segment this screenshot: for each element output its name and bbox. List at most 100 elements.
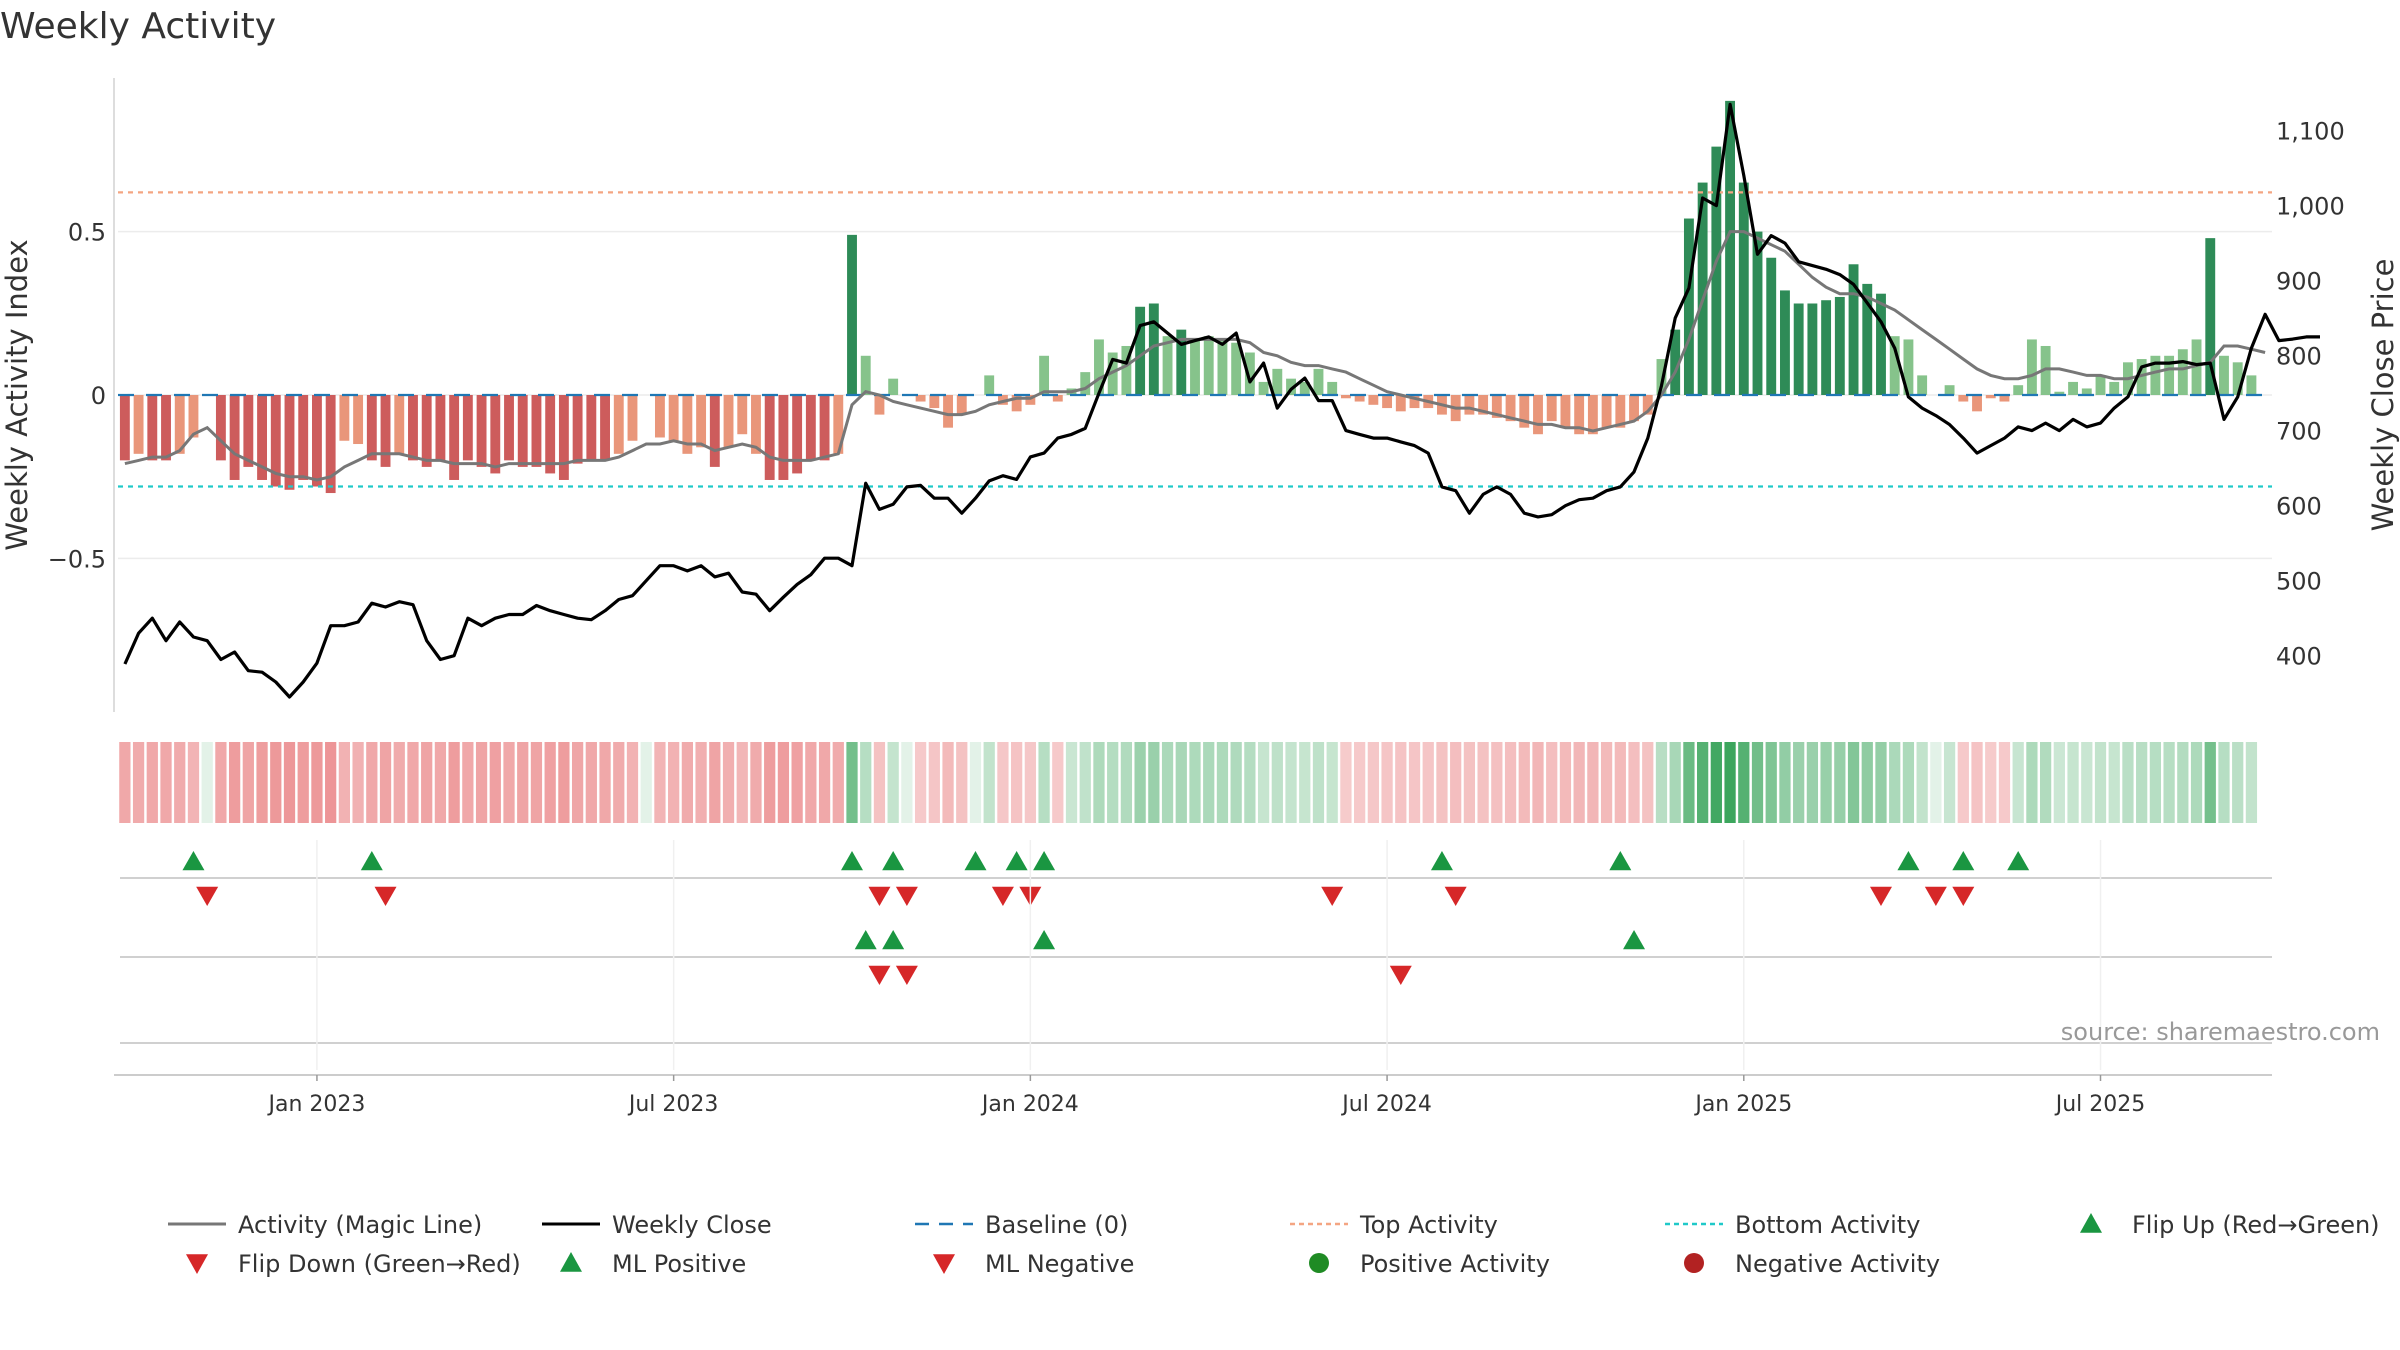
legend-label: Activity (Magic Line)	[238, 1211, 482, 1239]
strip-cell	[1998, 742, 2011, 823]
x-tick-label: Jul 2025	[2054, 1092, 2146, 1117]
legend-item: Flip Down (Green→Red)	[186, 1250, 521, 1278]
activity-bar	[558, 395, 569, 480]
activity-bar	[147, 395, 158, 461]
strip-cell	[873, 742, 886, 823]
strip-cell	[1367, 742, 1379, 823]
activity-bar	[1780, 290, 1790, 395]
activity-bar	[2054, 391, 2065, 395]
strip-cell	[2177, 742, 2189, 823]
activity-heat-strip	[119, 742, 2258, 823]
flip-up-marker	[1897, 851, 1920, 871]
flip-up-marker	[182, 851, 205, 871]
legend-label: Flip Up (Red→Green)	[2132, 1211, 2380, 1239]
activity-bar	[119, 395, 130, 461]
activity-bar	[2109, 381, 2120, 395]
activity-bar	[298, 395, 309, 480]
activity-bar	[1052, 395, 1063, 402]
y2-tick-label: 1,100	[2276, 118, 2345, 146]
strip-cell	[434, 742, 447, 823]
strip-cell	[187, 742, 200, 823]
activity-bar	[1670, 329, 1681, 395]
reference-lines	[118, 191, 2272, 488]
flip-up-marker	[1430, 851, 1453, 871]
strip-cell	[887, 742, 899, 823]
activity-bar	[408, 395, 418, 461]
strip-cell	[805, 742, 817, 823]
activity-bar	[874, 395, 885, 415]
y-tick-label: 0	[91, 382, 106, 410]
activity-bar	[654, 395, 665, 438]
activity-bar	[257, 395, 267, 480]
strip-cell	[1943, 742, 1956, 823]
strip-cell	[544, 742, 556, 823]
activity-bar	[1697, 182, 1708, 395]
activity-bar	[1464, 395, 1475, 415]
activity-bar	[284, 395, 295, 490]
activity-bar	[311, 395, 322, 487]
activity-bar	[1327, 381, 1338, 395]
strip-cell	[1271, 742, 1283, 823]
activity-bar	[2081, 388, 2092, 395]
activity-bar	[2232, 362, 2243, 395]
strip-cell	[1381, 742, 1393, 823]
strip-cell	[1504, 742, 1517, 823]
strip-cell	[1957, 742, 1969, 823]
strip-cell	[475, 742, 488, 823]
strip-cell	[1120, 742, 1133, 823]
strip-cell	[1793, 742, 1805, 823]
strip-cell	[2026, 742, 2038, 823]
activity-bar	[2205, 238, 2216, 395]
strip-cell	[1079, 742, 1091, 823]
strip-cell	[1093, 742, 1105, 823]
legend-label: Bottom Activity	[1735, 1211, 1920, 1239]
strip-cell	[1203, 742, 1215, 823]
x-tick-label: Jan 2024	[980, 1092, 1079, 1117]
activity-bar	[1190, 339, 1200, 395]
activity-bar	[1629, 395, 1639, 422]
legend-item: ML Positive	[560, 1250, 746, 1278]
legend-item: ML Negative	[933, 1250, 1134, 1278]
activity-bar	[1231, 342, 1242, 395]
legend-swatch	[186, 1254, 208, 1274]
activity-bar	[1601, 395, 1612, 428]
strip-cell	[379, 742, 392, 823]
strip-cell	[1889, 742, 1901, 823]
strip-cell	[1614, 742, 1626, 823]
strip-cell	[311, 742, 323, 823]
x-tick-label: Jul 2023	[627, 1092, 719, 1117]
legend-swatch	[933, 1254, 955, 1274]
activity-bar	[1162, 336, 1173, 395]
strip-cell	[942, 742, 954, 823]
activity-bar	[1752, 231, 1763, 395]
strip-cell	[1902, 742, 1915, 823]
y2-tick-label: 900	[2276, 268, 2322, 296]
strip-cell	[421, 742, 433, 823]
activity-bar	[682, 395, 693, 454]
activity-bar	[1094, 339, 1104, 395]
activity-bar	[792, 395, 803, 474]
activity-bar	[325, 395, 336, 494]
activity-bar	[1533, 395, 1543, 435]
strip-cell	[983, 742, 995, 823]
y2-tick-label: 600	[2276, 493, 2322, 521]
strip-cell	[1463, 742, 1476, 823]
strip-cell	[1038, 742, 1050, 823]
activity-bar	[1121, 345, 1132, 395]
activity-bar	[380, 395, 391, 467]
strip-cell	[1354, 742, 1366, 823]
strip-cell	[1971, 742, 1983, 823]
flip-down-marker	[991, 886, 1014, 906]
activity-bar	[627, 395, 638, 441]
flip-down-marker	[1444, 886, 1467, 906]
strip-cell	[1312, 742, 1325, 823]
ml-positive-marker	[882, 930, 905, 950]
strip-cell	[613, 742, 625, 823]
activity-bar	[531, 395, 542, 467]
strip-cell	[1395, 742, 1407, 823]
activity-bar	[490, 395, 501, 474]
strip-cell	[1710, 742, 1722, 823]
activity-bars	[119, 100, 2257, 494]
strip-cell	[2122, 742, 2134, 823]
strip-cell	[1107, 742, 1119, 823]
